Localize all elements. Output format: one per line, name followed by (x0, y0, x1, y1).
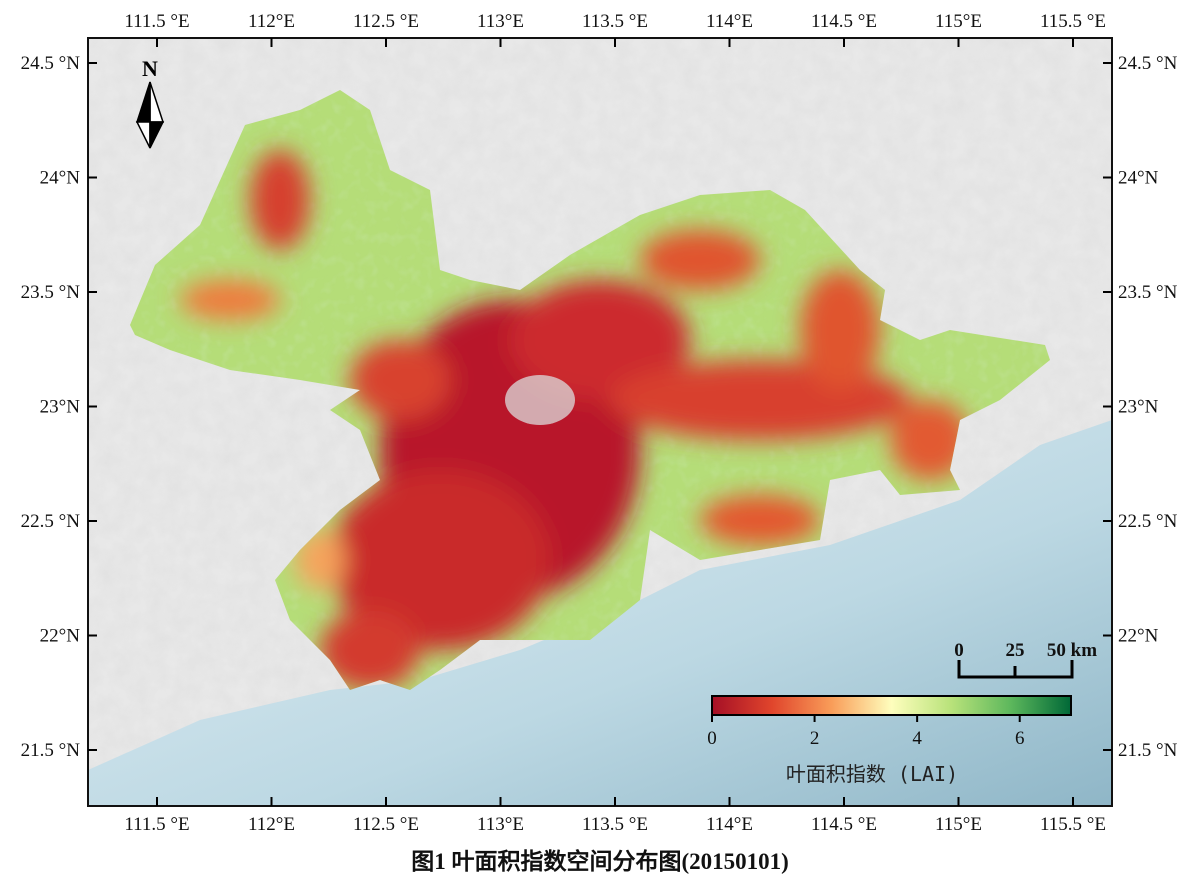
legend-tick-label: 4 (912, 728, 922, 749)
lat-label-right: 23°N (1118, 397, 1159, 418)
legend-tick-label: 6 (1015, 728, 1025, 749)
figure-caption: 图1 叶面积指数空间分布图(20150101) (411, 849, 789, 874)
lon-label-bottom: 111.5 °E (124, 814, 189, 835)
lon-label-top: 114.5 °E (811, 11, 877, 32)
lat-label-left: 23°N (40, 397, 81, 418)
lon-label-top: 115°E (935, 11, 982, 32)
latitude-ticks: 24.5 °N 24.5 °N 24°N 24°N 23.5 °N 23.5 °N 23°N… (21, 53, 1178, 761)
lat-label-left: 22.5 °N (21, 511, 81, 532)
lon-label-bottom: 113.5 °E (582, 814, 648, 835)
north-arrow: N (135, 56, 165, 149)
scale-bar: 0 25 50 km (954, 640, 1097, 679)
legend-title: 叶面积指数 (LAI) (786, 762, 958, 786)
lon-label-top: 114°E (706, 11, 753, 32)
legend-tick-label: 2 (810, 728, 820, 749)
lat-label-right: 24°N (1118, 168, 1159, 189)
lon-label-top: 112°E (248, 11, 295, 32)
legend: 0 2 4 6 叶面积指数 (LAI) (707, 695, 1072, 786)
lat-label-left: 24.5 °N (21, 53, 81, 74)
lon-label-top: 111.5 °E (124, 11, 189, 32)
lat-label-right: 22.5 °N (1118, 511, 1178, 532)
north-arrow-icon (135, 81, 165, 149)
lat-label-left: 24°N (40, 168, 81, 189)
legend-colorbar (711, 695, 1072, 716)
lon-label-bottom: 114°E (706, 814, 753, 835)
map-frame (87, 37, 1113, 807)
lat-label-right: 24.5 °N (1118, 53, 1178, 74)
lon-label-top: 112.5 °E (353, 11, 419, 32)
lon-label-bottom: 113°E (477, 814, 524, 835)
lon-label-top: 115.5 °E (1040, 11, 1106, 32)
scale-label-50km: 50 km (1047, 640, 1097, 661)
lon-label-bottom: 114.5 °E (811, 814, 877, 835)
lat-label-left: 22°N (40, 626, 81, 647)
lon-label-bottom: 115°E (935, 814, 982, 835)
lon-label-top: 113.5 °E (582, 11, 648, 32)
legend-tick-label: 0 (707, 728, 717, 749)
lon-label-bottom: 115.5 °E (1040, 814, 1106, 835)
lon-label-top: 113°E (477, 11, 524, 32)
lat-label-left: 21.5 °N (21, 740, 81, 761)
lat-label-right: 23.5 °N (1118, 282, 1178, 303)
map-body (88, 38, 1112, 806)
scale-label-25: 25 (1006, 640, 1025, 661)
north-label: N (142, 56, 158, 81)
lat-label-right: 22°N (1118, 626, 1159, 647)
lat-label-right: 21.5 °N (1118, 740, 1178, 761)
scale-label-0: 0 (954, 640, 964, 661)
lon-label-bottom: 112°E (248, 814, 295, 835)
lat-label-left: 23.5 °N (21, 282, 81, 303)
longitude-ticks: 111.5 °E 111.5 °E 112°E 112°E 112.5 °E 112.5 … (124, 11, 1106, 835)
lon-label-bottom: 112.5 °E (353, 814, 419, 835)
